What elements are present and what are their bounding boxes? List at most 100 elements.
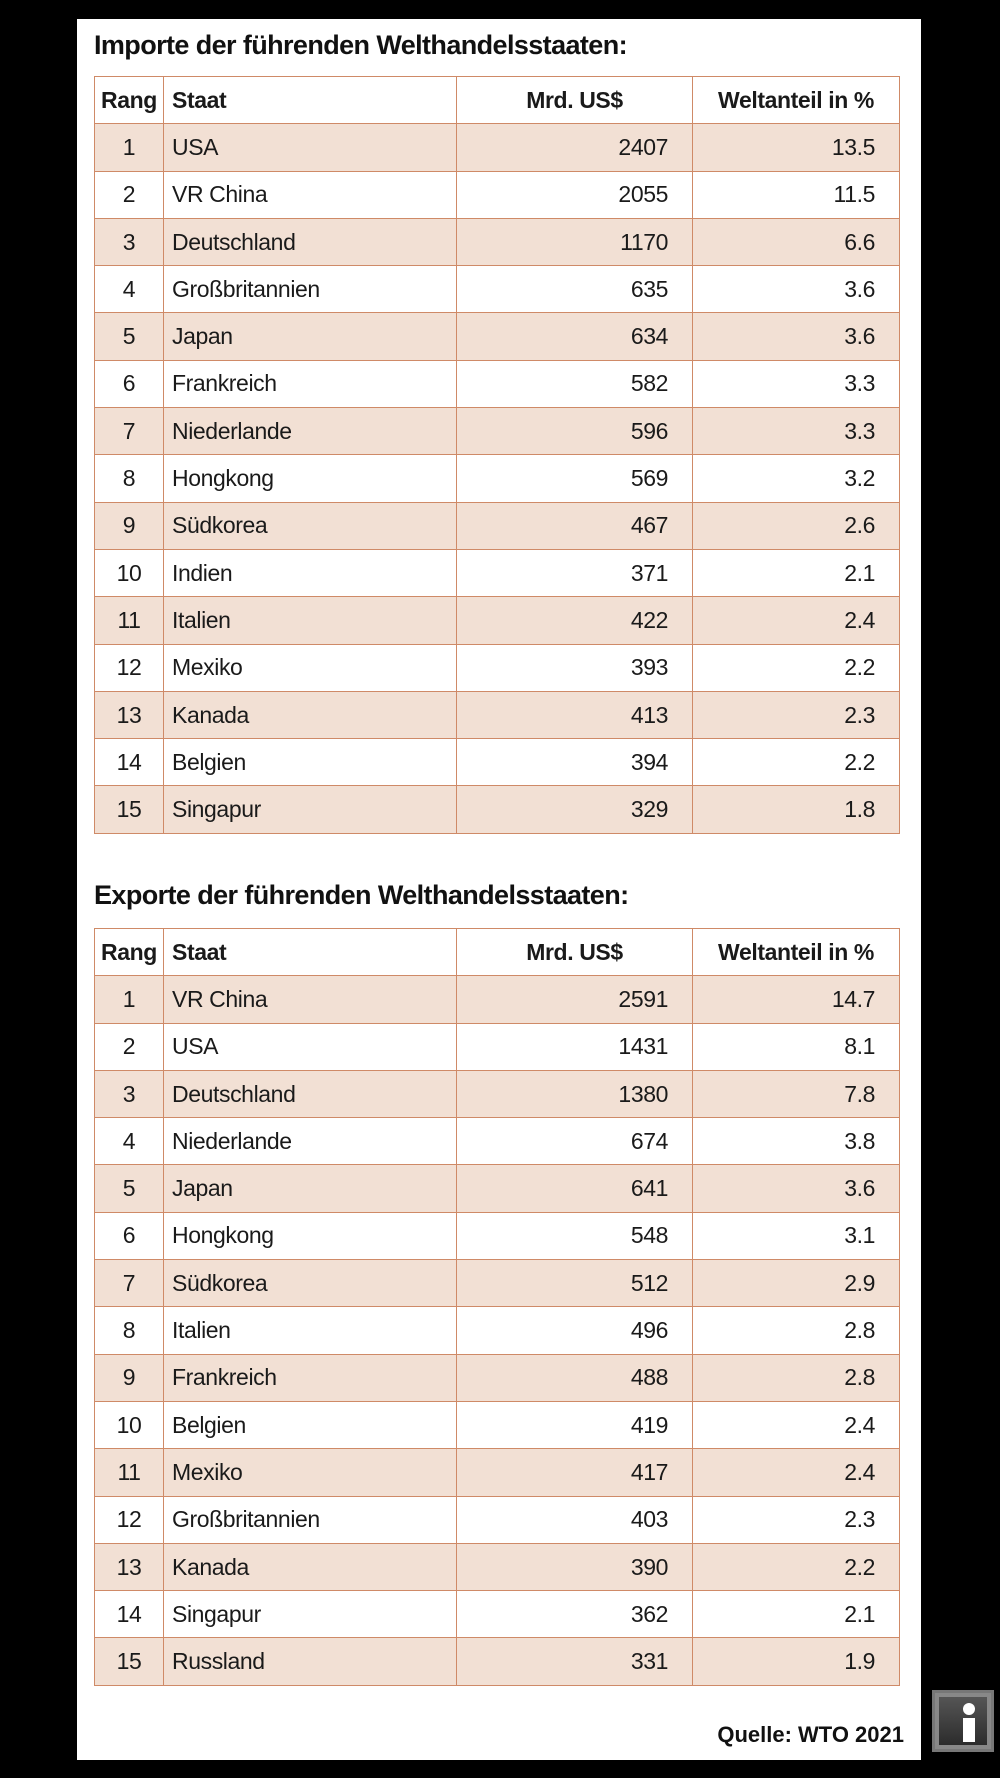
cell-rang: 1 [94,975,164,1024]
cell-staat: Belgien [163,738,457,787]
exports-title: Exporte der führenden Welthandelsstaaten… [94,880,629,910]
cell-staat: Italien [163,596,457,645]
table-row: 1 VR China 2591 14.7 [94,975,900,1024]
cell-staat: Niederlande [163,407,457,456]
cell-mrd: 2407 [456,123,693,172]
cell-mrd: 331 [456,1637,693,1686]
cell-anteil: 2.6 [692,501,900,550]
cell-anteil: 3.8 [692,1117,900,1166]
cell-staat: Japan [163,312,457,361]
table-row: 8 Hongkong 569 3.2 [94,454,900,503]
cell-staat: Singapur [163,785,457,834]
cell-rang: 5 [94,1164,164,1213]
cell-staat: Indien [163,548,457,598]
cell-staat: Mexiko [163,643,457,692]
cell-rang: 11 [94,1448,164,1497]
cell-staat: Südkorea [163,1259,457,1308]
cell-staat: USA [163,1022,457,1071]
table-row: 12 Mexiko 393 2.2 [94,643,900,692]
cell-rang: 5 [94,312,164,361]
cell-mrd: 1380 [456,1069,693,1119]
table-row: 13 Kanada 390 2.2 [94,1542,900,1592]
cell-anteil: 2.2 [692,643,900,692]
cell-anteil: 2.4 [692,596,900,645]
table-row: 10 Indien 371 2.1 [94,548,900,598]
cell-staat: Singapur [163,1590,457,1639]
cell-staat: VR China [163,975,457,1024]
table-row: 1 USA 2407 13.5 [94,123,900,172]
cell-rang: 2 [94,170,164,219]
table-row: 15 Russland 331 1.9 [94,1637,900,1686]
cell-mrd: 422 [456,596,693,645]
cell-mrd: 403 [456,1495,693,1544]
cell-rang: 1 [94,123,164,172]
cell-rang: 8 [94,454,164,503]
cell-anteil: 2.4 [692,1448,900,1497]
cell-staat: Südkorea [163,501,457,550]
cell-mrd: 1170 [456,217,693,267]
cell-anteil: 11.5 [692,170,900,219]
cell-anteil: 3.6 [692,312,900,361]
cell-staat: Hongkong [163,1211,457,1261]
cell-anteil: 1.9 [692,1637,900,1686]
cell-mrd: 329 [456,785,693,834]
cell-staat: Kanada [163,1542,457,1592]
table-row: 14 Belgien 394 2.2 [94,738,900,787]
table-row: 10 Belgien 419 2.4 [94,1400,900,1450]
cell-rang: 8 [94,1306,164,1355]
cell-mrd: 496 [456,1306,693,1355]
cell-rang: 10 [94,1400,164,1450]
cell-rang: 14 [94,1590,164,1639]
cell-mrd: 390 [456,1542,693,1592]
table-row: 4 Großbritannien 635 3.6 [94,265,900,314]
cell-staat: Frankreich [163,1353,457,1402]
header-rang: Rang [94,75,164,125]
cell-mrd: 362 [456,1590,693,1639]
cell-mrd: 393 [456,643,693,692]
info-icon[interactable] [932,1690,994,1752]
cell-rang: 6 [94,1211,164,1261]
cell-rang: 4 [94,265,164,314]
cell-anteil: 2.3 [692,1495,900,1544]
header-anteil: Weltanteil in % [692,927,900,977]
cell-mrd: 371 [456,548,693,598]
table-row: 12 Großbritannien 403 2.3 [94,1495,900,1544]
cell-mrd: 467 [456,501,693,550]
content-panel: Importe der führenden Welthandelsstaaten… [77,19,921,1760]
table-row: 15 Singapur 329 1.8 [94,785,900,834]
table-row: 2 VR China 2055 11.5 [94,170,900,219]
cell-rang: 12 [94,643,164,692]
cell-rang: 7 [94,1259,164,1308]
cell-mrd: 394 [456,738,693,787]
cell-staat: USA [163,123,457,172]
cell-mrd: 2591 [456,975,693,1024]
header-staat: Staat [163,75,457,125]
header-mrd: Mrd. US$ [456,927,693,977]
cell-anteil: 3.3 [692,359,900,409]
table-row: 14 Singapur 362 2.1 [94,1590,900,1639]
table-row: 7 Südkorea 512 2.9 [94,1259,900,1308]
cell-rang: 4 [94,1117,164,1166]
table-row: 3 Deutschland 1170 6.6 [94,217,900,267]
cell-rang: 6 [94,359,164,409]
cell-staat: Japan [163,1164,457,1213]
header-anteil: Weltanteil in % [692,75,900,125]
cell-staat: Kanada [163,690,457,740]
cell-mrd: 548 [456,1211,693,1261]
table-row: 5 Japan 634 3.6 [94,312,900,361]
cell-mrd: 413 [456,690,693,740]
cell-anteil: 3.1 [692,1211,900,1261]
cell-staat: Großbritannien [163,265,457,314]
cell-anteil: 2.1 [692,548,900,598]
cell-rang: 12 [94,1495,164,1544]
cell-staat: Deutschland [163,217,457,267]
cell-mrd: 596 [456,407,693,456]
cell-anteil: 2.1 [692,1590,900,1639]
cell-mrd: 417 [456,1448,693,1497]
cell-staat: Frankreich [163,359,457,409]
table-row: 3 Deutschland 1380 7.8 [94,1069,900,1119]
cell-staat: Großbritannien [163,1495,457,1544]
cell-anteil: 8.1 [692,1022,900,1071]
cell-anteil: 2.3 [692,690,900,740]
cell-mrd: 582 [456,359,693,409]
